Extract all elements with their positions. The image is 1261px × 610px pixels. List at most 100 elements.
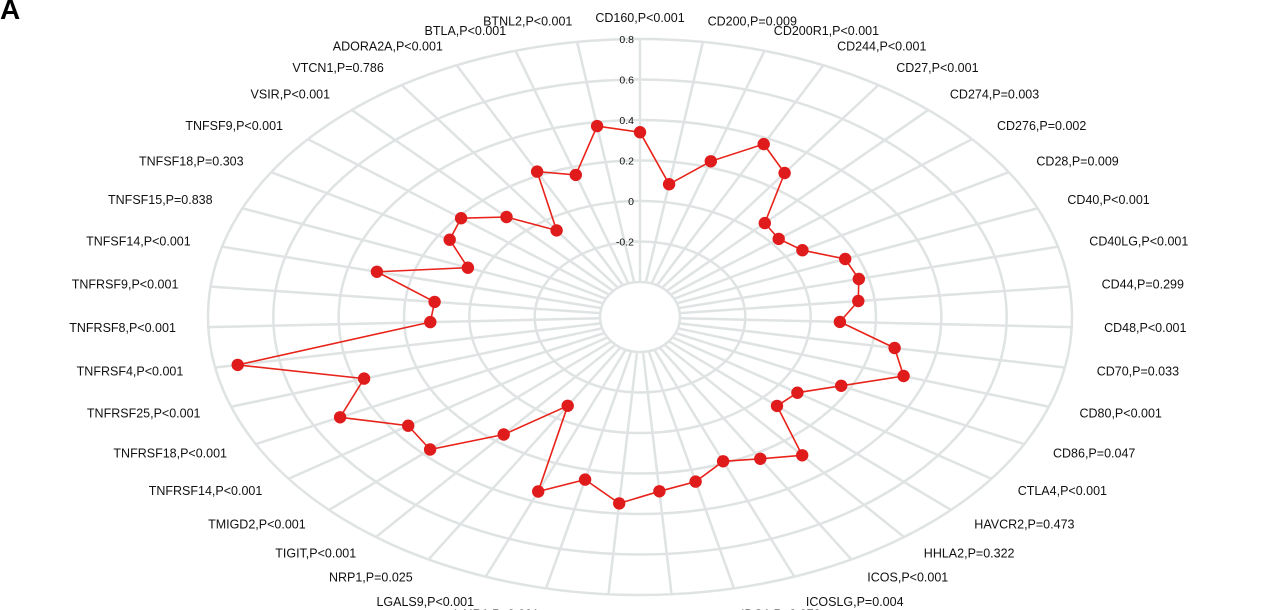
data-point (333, 411, 347, 424)
category-label: LGALS9,P<0.001 (376, 595, 474, 609)
category-label: TNFSF18,P=0.303 (139, 154, 244, 168)
data-point (402, 419, 415, 432)
data-point (757, 137, 770, 151)
category-label: CD200,P=0.009 (708, 14, 797, 28)
radial-tick-label: 0.4 (619, 115, 634, 127)
radial-tick-label: -0.2 (616, 237, 634, 249)
data-point (778, 166, 791, 180)
data-point (590, 119, 604, 133)
series-layer (231, 119, 910, 510)
category-label: CD70,P=0.033 (1097, 364, 1179, 378)
grid-ring (206, 37, 1074, 597)
data-point (454, 212, 468, 225)
category-label: TIGIT,P<0.001 (275, 547, 356, 561)
category-label: CTLA4,P<0.001 (1018, 484, 1107, 498)
category-label: VTCN1,P=0.786 (292, 61, 383, 75)
data-point (716, 455, 730, 468)
category-labels: CD160,P<0.001 CD200,P=0.009CD200R1,P<0.00… (69, 11, 1188, 610)
category-label: TNFSF9,P<0.001 (185, 119, 283, 133)
radial-tick-label: 0 (628, 196, 634, 208)
data-point (796, 244, 809, 257)
data-point (443, 233, 456, 246)
data-point (550, 224, 563, 237)
data-point (835, 379, 848, 392)
category-label: TNFRSF4,P<0.001 (77, 364, 184, 378)
data-point (357, 372, 371, 385)
category-label: BTNL2,P<0.001 (483, 14, 572, 28)
category-label: BTLA,P<0.001 (425, 24, 507, 38)
category-label: CD86,P=0.047 (1053, 447, 1135, 461)
category-label: VSIR,P<0.001 (251, 87, 331, 101)
data-point (772, 232, 785, 246)
data-point (791, 386, 804, 399)
data-point (833, 315, 847, 329)
data-point (561, 399, 574, 412)
grid-ring (533, 240, 747, 394)
data-point (852, 294, 865, 308)
data-point (532, 485, 545, 498)
data-point (424, 315, 437, 329)
data-point (852, 272, 865, 286)
category-label: TNFRSF8,P<0.001 (69, 321, 176, 335)
data-point (633, 126, 647, 139)
category-label: CD44,P=0.299 (1102, 277, 1184, 291)
category-label: CD27,P<0.001 (896, 61, 978, 75)
data-point (428, 295, 441, 309)
category-label: IDO1,P=0.072 (741, 608, 821, 610)
radar-grid (206, 37, 1074, 597)
category-label: TNFSF15,P=0.838 (108, 193, 213, 207)
data-point (897, 369, 910, 383)
grid-ring (272, 78, 1008, 556)
panel-label: A (0, 0, 21, 25)
category-label: TMIGD2,P<0.001 (208, 517, 306, 531)
category-label: CD160,P<0.001 (595, 11, 684, 25)
data-point (497, 428, 510, 441)
data-point (754, 452, 767, 465)
category-label: ICOS,P<0.001 (867, 571, 948, 585)
category-label: LAIR1,P<0.001 (454, 608, 539, 610)
radial-tick-label: 0.8 (619, 34, 634, 46)
category-label: ADORA2A,P<0.001 (333, 39, 443, 53)
radial-tick-label: 0.6 (619, 75, 634, 87)
category-label: TNFRSF18,P<0.001 (113, 447, 227, 461)
data-point (530, 165, 544, 178)
category-label: CD40LG,P<0.001 (1089, 234, 1188, 248)
grid-ring (337, 118, 943, 516)
data-point (758, 216, 771, 230)
category-label: CD276,P=0.002 (997, 119, 1086, 133)
data-point (689, 475, 702, 488)
category-label: CD40,P<0.001 (1067, 193, 1149, 207)
grid-ring (468, 199, 812, 435)
data-point (653, 485, 666, 498)
data-point (500, 210, 513, 224)
data-point (423, 443, 437, 456)
category-label: CD200R1,P<0.001 (774, 24, 879, 38)
category-label: NRP1,P=0.025 (329, 571, 413, 585)
grid-ring (598, 280, 682, 354)
data-point (796, 449, 809, 462)
data-point (662, 178, 676, 191)
category-label: TNFRSF25,P<0.001 (87, 407, 201, 421)
category-label: CD80,P<0.001 (1080, 407, 1162, 421)
category-label: CD274,P=0.003 (950, 87, 1039, 101)
data-point (613, 497, 626, 510)
category-label: TNFSF14,P<0.001 (86, 234, 191, 248)
category-label: ICOSLG,P=0.004 (806, 595, 904, 609)
data-point (578, 473, 592, 486)
grid-ring (402, 159, 878, 475)
data-point (888, 341, 901, 355)
category-label: HHLA2,P=0.322 (924, 547, 1015, 561)
data-point (231, 358, 244, 372)
data-point (770, 399, 784, 413)
radial-tick-label: 0.2 (619, 156, 634, 168)
category-label: CD48,P<0.001 (1104, 321, 1186, 335)
data-point (704, 155, 717, 168)
radial-tick-labels: 0.8 0.6 0.4 0.2 0 -0.2 (616, 34, 634, 249)
data-point (839, 252, 852, 266)
category-label: TNFRSF14,P<0.001 (149, 484, 263, 498)
category-label: HAVCR2,P=0.473 (974, 517, 1074, 531)
data-point (461, 261, 475, 274)
data-point (569, 168, 582, 182)
category-label: TNFRSF9,P<0.001 (72, 277, 179, 291)
